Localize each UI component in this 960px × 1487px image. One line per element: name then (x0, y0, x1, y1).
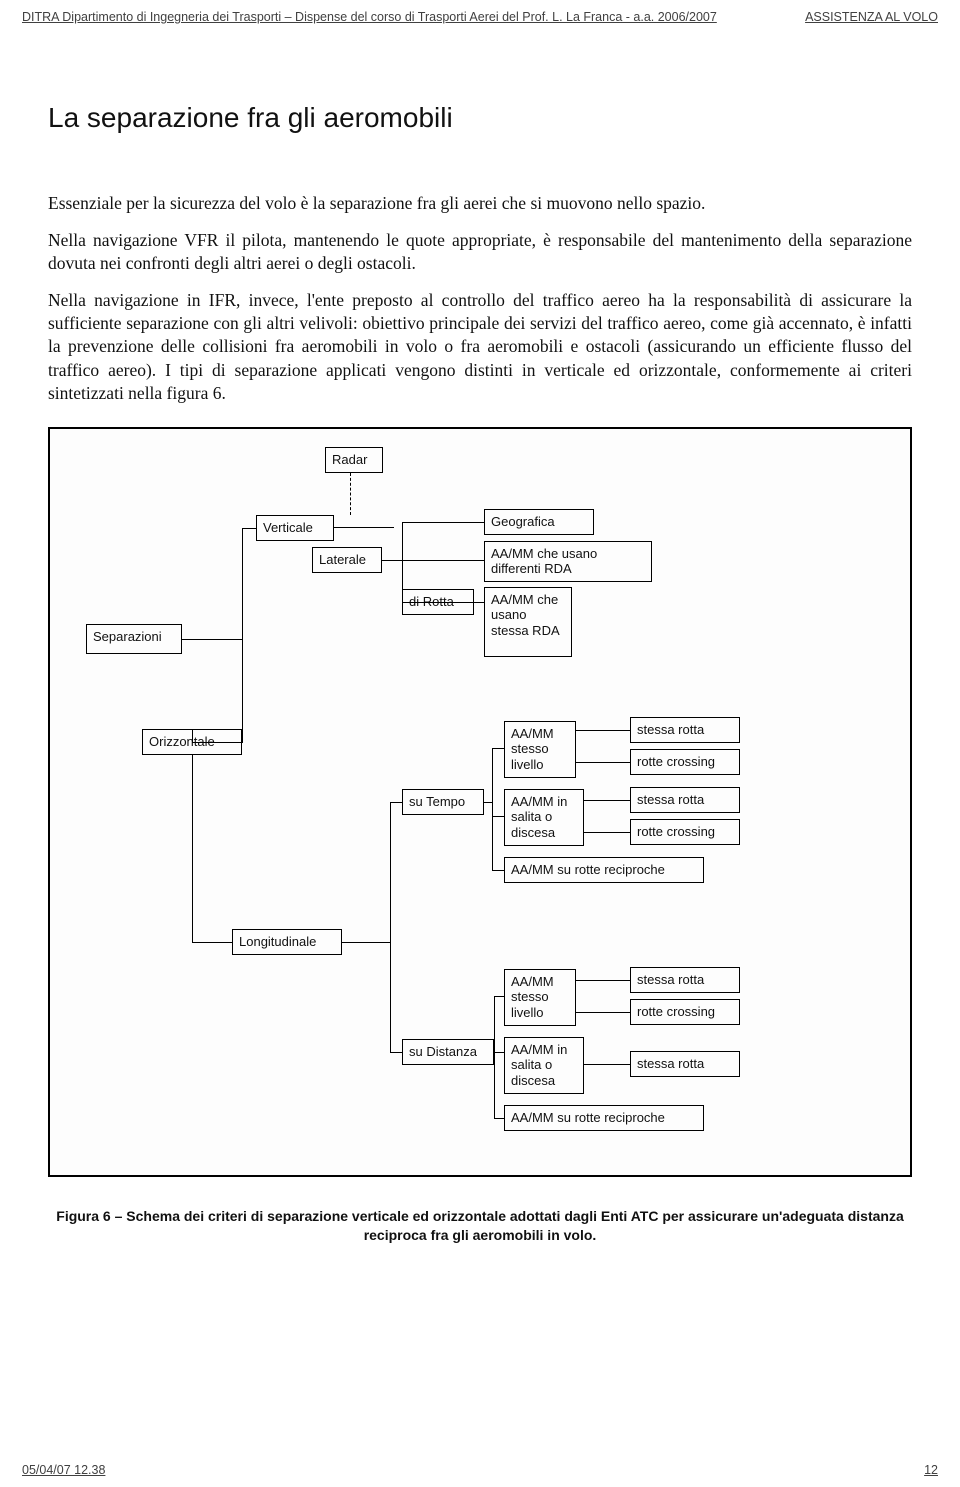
diagram-edge-31 (584, 800, 630, 801)
diagram-edge-19 (484, 802, 492, 803)
diagram-edge-35 (584, 1064, 630, 1065)
header-left: DITRA Dipartimento di Ingegneria dei Tra… (22, 10, 717, 24)
diagram-edge-0 (350, 473, 351, 515)
diagram-edge-21 (492, 748, 504, 749)
diagram-edge-7 (334, 527, 394, 528)
diagram-edge-9 (402, 522, 484, 523)
diagram-node-sutempo: su Tempo (402, 789, 484, 815)
diagram-edge-8 (382, 560, 402, 561)
diagram-edge-10 (402, 560, 484, 561)
diagram-edge-23 (492, 870, 504, 871)
diagram-edge-29 (576, 730, 630, 731)
diagram-node-aammsal2: AA/MM in salita o discesa (504, 1037, 584, 1094)
diagram-edge-14 (192, 942, 232, 943)
diagram-edge-3 (242, 528, 256, 529)
diagram-edge-5 (192, 742, 242, 743)
diagram-node-geografica: Geografica (484, 509, 594, 535)
diagram-edge-27 (494, 1052, 504, 1053)
diagram-node-aammdiff: AA/MM che usano differenti RDA (484, 541, 652, 582)
footer-right: 12 (924, 1463, 938, 1477)
page-title: La separazione fra gli aeromobili (48, 102, 912, 134)
diagram-edge-25 (494, 996, 495, 1052)
diagram-node-aammrot2: AA/MM su rotte reciproche (504, 1105, 704, 1131)
diagram-edge-11 (402, 602, 484, 603)
diagram-edge-18 (390, 1052, 402, 1053)
diagram-node-srotta4: stessa rotta (630, 1051, 740, 1077)
diagram-edge-33 (576, 980, 630, 981)
diagram-edge-15 (342, 942, 390, 943)
paragraph-1: Essenziale per la sicurezza del volo è l… (48, 192, 912, 215)
diagram-edge-16 (390, 802, 391, 1052)
diagram-edge-12 (402, 522, 403, 602)
diagram-node-sudistanza: su Distanza (402, 1039, 494, 1065)
diagram-node-rcross2: rotte crossing (630, 819, 740, 845)
diagram-node-aammstessa: AA/MM che usano stessa RDA (484, 587, 572, 657)
footer-left: 05/04/07 12.38 (22, 1463, 105, 1477)
diagram-node-aammrot1: AA/MM su rotte reciproche (504, 857, 704, 883)
diagram-node-radar: Radar (325, 447, 383, 473)
diagram-node-aammsal1: AA/MM in salita o discesa (504, 789, 584, 846)
diagram-node-longitudinale: Longitudinale (232, 929, 342, 955)
diagram-node-srotta2: stessa rotta (630, 787, 740, 813)
diagram-edge-4 (242, 742, 243, 743)
diagram-edge-32 (584, 832, 630, 833)
diagram-node-aammsl2: AA/MM stesso livello (504, 969, 576, 1026)
separation-diagram: RadarSeparazioniVerticaleLateraledi Rott… (48, 427, 912, 1177)
diagram-edge-24 (494, 1052, 495, 1118)
diagram-edge-2 (242, 528, 243, 742)
header-right: ASSISTENZA AL VOLO (805, 10, 938, 24)
diagram-edge-28 (494, 1118, 504, 1119)
diagram-node-aammsl1: AA/MM stesso livello (504, 721, 576, 778)
diagram-node-srotta1: stessa rotta (630, 717, 740, 743)
page-footer: 05/04/07 12.38 12 (22, 1463, 938, 1477)
diagram-edge-1 (182, 639, 242, 640)
paragraph-3: Nella navigazione in IFR, invece, l'ente… (48, 289, 912, 404)
diagram-edge-6 (192, 729, 193, 742)
diagram-edge-17 (390, 802, 402, 803)
page-header: DITRA Dipartimento di Ingegneria dei Tra… (0, 0, 960, 30)
diagram-edge-20 (492, 748, 493, 870)
diagram-node-rcross1: rotte crossing (630, 749, 740, 775)
content-area: La separazione fra gli aeromobili Essenz… (0, 30, 960, 405)
diagram-node-srotta3: stessa rotta (630, 967, 740, 993)
diagram-node-laterale: Laterale (312, 547, 382, 573)
diagram-edge-26 (494, 996, 504, 997)
diagram-node-separazioni: Separazioni (86, 624, 182, 654)
diagram-node-rcross3: rotte crossing (630, 999, 740, 1025)
diagram-edge-22 (492, 816, 504, 817)
diagram-edge-34 (576, 1012, 630, 1013)
paragraph-2: Nella navigazione VFR il pilota, mantene… (48, 229, 912, 275)
diagram-edge-13 (192, 755, 193, 943)
diagram-edge-30 (576, 762, 630, 763)
diagram-node-verticale: Verticale (256, 515, 334, 541)
figure-caption: Figura 6 – Schema dei criteri di separaz… (48, 1207, 912, 1245)
